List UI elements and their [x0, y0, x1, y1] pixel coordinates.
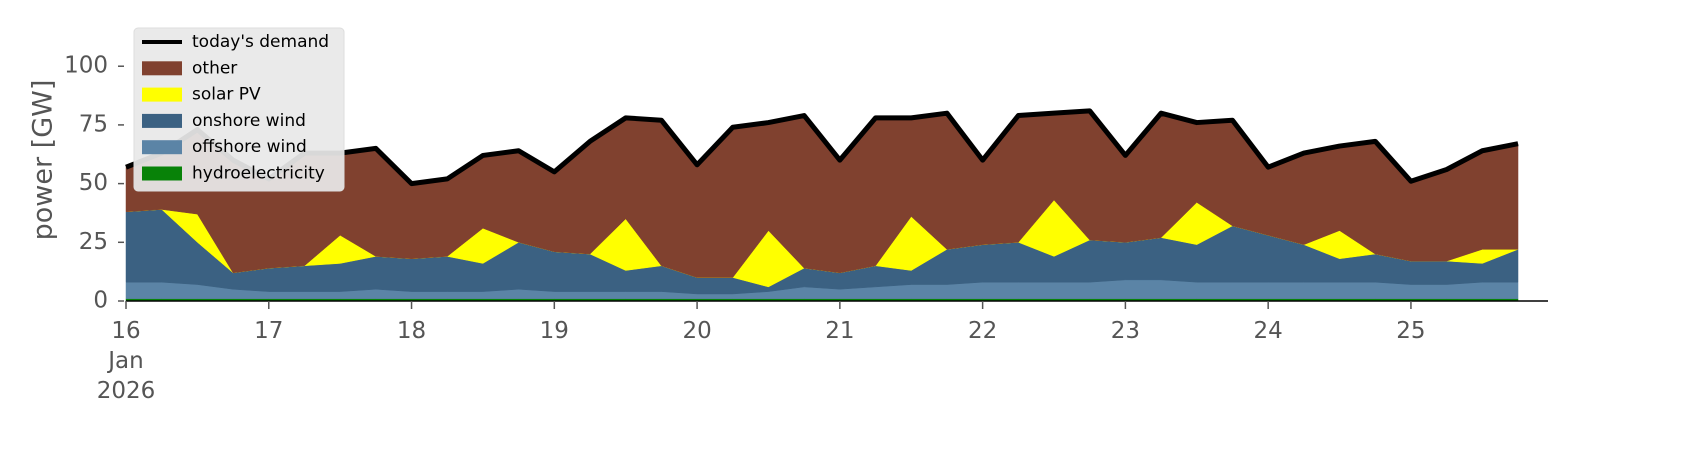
legend-swatch — [142, 113, 182, 128]
y-axis-label: power [GW] — [28, 80, 59, 241]
legend-label: hydroelectricity — [192, 164, 325, 184]
x-tick-label: 20 — [682, 318, 712, 344]
y-tick-label: 0 — [93, 288, 108, 314]
legend-box — [133, 27, 345, 192]
legend-label: offshore wind — [192, 137, 307, 157]
x-tick-label: 17 — [254, 318, 284, 344]
y-tick-label: 50 — [79, 170, 108, 196]
y-tick-label: 75 — [79, 111, 108, 137]
y-tick-label: 100 — [64, 53, 108, 79]
x-tick-label: 25 — [1396, 318, 1426, 344]
x-tick-label: 21 — [825, 318, 855, 344]
x-tick-label: 23 — [1110, 318, 1141, 344]
legend-swatch — [142, 140, 182, 155]
x-tick-label: 18 — [396, 318, 427, 344]
legend-label: solar PV — [192, 85, 261, 105]
legend-swatch — [142, 87, 182, 102]
demand-line — [125, 108, 1519, 187]
y-tick-label: 25 — [79, 229, 108, 255]
x-tick-label: 19 — [539, 318, 569, 344]
x-tick-label: 24 — [1253, 318, 1283, 344]
legend-label: today's demand — [192, 32, 329, 52]
legend-label: other — [192, 58, 237, 78]
legend-label: onshore wind — [192, 111, 306, 131]
legend-swatch — [142, 166, 182, 181]
x-tick-label: 22 — [967, 318, 998, 344]
legend: today's demand other solar PV onshore wind o… — [133, 27, 345, 192]
legend-swatch — [142, 61, 182, 76]
x-tick-label: 16 Jan 2026 — [96, 318, 156, 404]
